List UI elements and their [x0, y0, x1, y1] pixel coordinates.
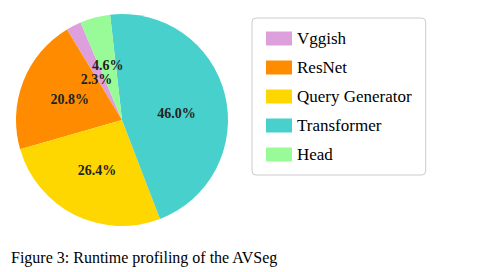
svg-text:4.6%: 4.6% — [92, 58, 124, 73]
svg-text:Head: Head — [297, 145, 333, 164]
svg-text:Vggish: Vggish — [297, 29, 347, 48]
svg-text:46.0%: 46.0% — [157, 106, 196, 121]
svg-text:Transformer: Transformer — [297, 116, 382, 135]
svg-text:ResNet: ResNet — [297, 58, 347, 77]
svg-text:20.8%: 20.8% — [51, 92, 90, 107]
svg-text:2.3%: 2.3% — [81, 72, 113, 87]
svg-text:Query Generator: Query Generator — [297, 87, 412, 106]
svg-text:Figure 3: Runtime profiling of: Figure 3: Runtime profiling of the AVSeg — [11, 249, 277, 267]
svg-text:26.4%: 26.4% — [78, 163, 117, 178]
